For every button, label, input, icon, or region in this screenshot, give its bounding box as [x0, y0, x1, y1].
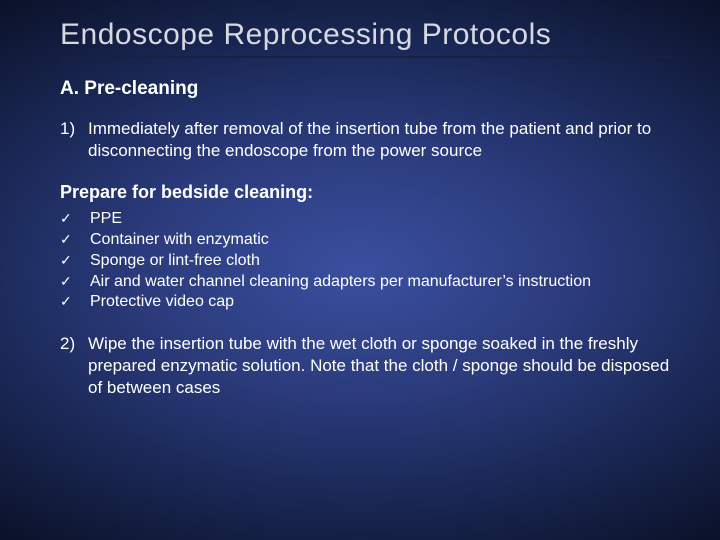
check-text: Container with enzymatic [90, 230, 672, 251]
check-icon: ✓ [60, 272, 90, 293]
numbered-list-2: 2) Wipe the insertion tube with the wet … [60, 333, 672, 399]
item-text: Wipe the insertion tube with the wet clo… [88, 333, 672, 399]
numbered-item-1: 1) Immediately after removal of the inse… [60, 118, 672, 162]
check-item-2: ✓ Container with enzymatic [60, 230, 672, 251]
section-heading-a: A. Pre-cleaning [60, 78, 672, 100]
check-item-3: ✓ Sponge or lint-free cloth [60, 251, 672, 272]
check-icon: ✓ [60, 209, 90, 230]
check-icon: ✓ [60, 230, 90, 251]
check-text: PPE [90, 209, 672, 230]
item-number: 1) [60, 118, 88, 162]
numbered-list-1: 1) Immediately after removal of the inse… [60, 118, 672, 162]
check-text: Sponge or lint-free cloth [90, 251, 672, 272]
check-text: Protective video cap [90, 292, 672, 313]
prepare-heading: Prepare for bedside cleaning: [60, 182, 672, 203]
check-text: Air and water channel cleaning adapters … [90, 272, 672, 293]
slide-title: Endoscope Reprocessing Protocols [60, 18, 672, 52]
numbered-item-2: 2) Wipe the insertion tube with the wet … [60, 333, 672, 399]
checklist: ✓ PPE ✓ Container with enzymatic ✓ Spong… [60, 209, 672, 313]
check-icon: ✓ [60, 251, 90, 272]
check-item-4: ✓ Air and water channel cleaning adapter… [60, 272, 672, 293]
slide-container: Endoscope Reprocessing Protocols A. Pre-… [0, 0, 720, 540]
title-underline [60, 56, 672, 58]
check-item-1: ✓ PPE [60, 209, 672, 230]
item-text: Immediately after removal of the inserti… [88, 118, 672, 162]
item-number: 2) [60, 333, 88, 399]
check-icon: ✓ [60, 292, 90, 313]
check-item-5: ✓ Protective video cap [60, 292, 672, 313]
